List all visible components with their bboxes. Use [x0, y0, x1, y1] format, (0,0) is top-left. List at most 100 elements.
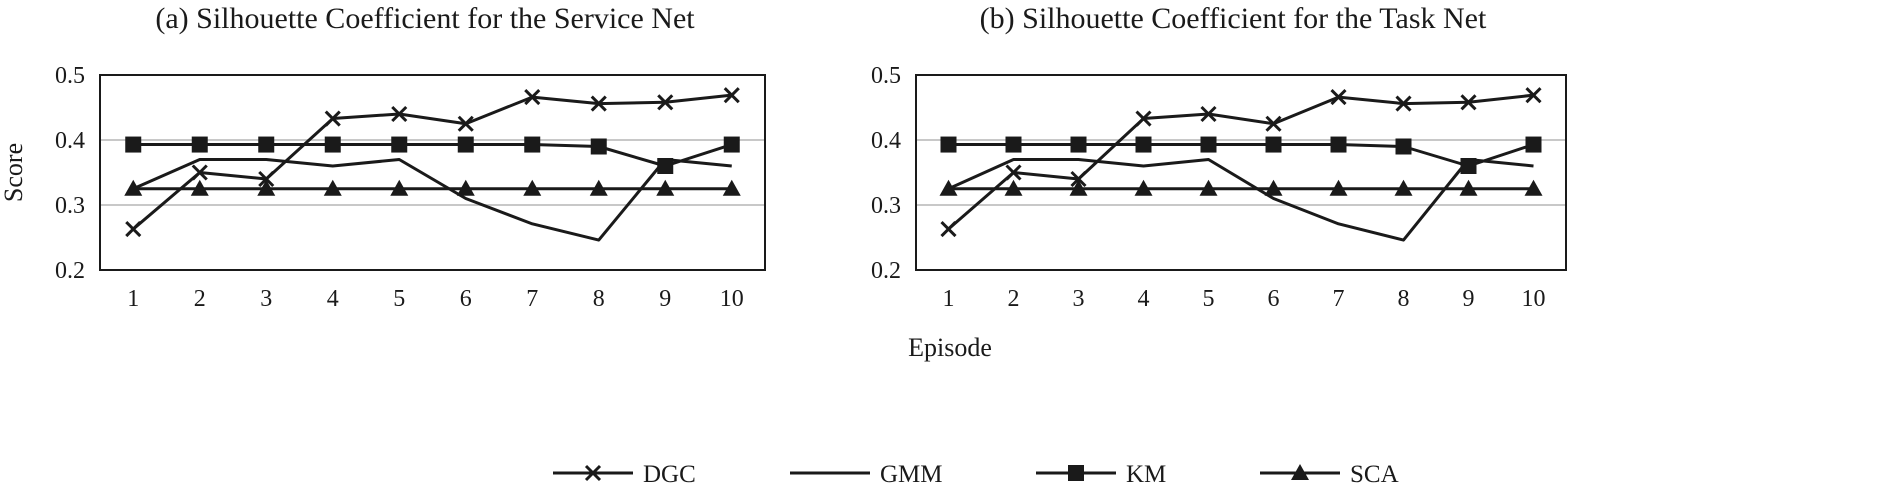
- data-point: [125, 136, 142, 153]
- x-tick-label: 6: [460, 286, 472, 312]
- plot-frame: [915, 74, 1567, 271]
- chart-panel-1: (a) Silhouette Coefficient for the Servi…: [0, 2, 992, 362]
- x-tick-label: 4: [327, 286, 339, 312]
- x-tick-label: 10: [720, 286, 744, 312]
- y-tick-label: 0.3: [871, 193, 901, 219]
- legend-item-km: KM: [1036, 461, 1166, 488]
- data-point: [323, 179, 342, 196]
- x-tick-label: 3: [1073, 286, 1085, 312]
- data-point: [590, 138, 607, 155]
- data-point: [1524, 179, 1543, 196]
- legend-marker: [584, 464, 602, 482]
- data-point: [1264, 179, 1283, 196]
- x-tick-label: 2: [1008, 286, 1020, 312]
- data-point: [657, 94, 674, 111]
- data-point: [1394, 179, 1413, 196]
- series-sca: [124, 179, 741, 196]
- x-tick-label: 2: [194, 286, 206, 312]
- y-tick-label: 0.4: [55, 128, 85, 154]
- x-tick-label: 3: [260, 286, 272, 312]
- x-tick-label: 9: [659, 286, 671, 312]
- series-km: [940, 136, 1542, 174]
- x-tick-label: 8: [1398, 286, 1410, 312]
- x-tick-label: 4: [1138, 286, 1150, 312]
- data-point: [940, 220, 957, 238]
- series-dgc: [940, 87, 1542, 238]
- x-axis-label: Episode: [908, 333, 992, 362]
- series-dgc: [125, 87, 740, 238]
- y-tick-label: 0.5: [55, 63, 85, 89]
- data-point: [723, 87, 740, 104]
- data-point: [190, 179, 209, 196]
- data-point: [523, 179, 542, 196]
- data-point: [524, 89, 541, 106]
- data-point: [1069, 179, 1088, 196]
- legend-label: GMM: [880, 461, 943, 488]
- data-point: [940, 136, 957, 153]
- x-tick-label: 5: [393, 286, 405, 312]
- data-point: [1329, 179, 1348, 196]
- legend-item-dgc: DGC: [553, 461, 696, 488]
- y-tick-label: 0.2: [871, 258, 901, 284]
- x-tick-label: 7: [1333, 286, 1345, 312]
- series-line: [132, 93, 732, 231]
- data-point: [657, 158, 674, 174]
- x-tick-label: 1: [127, 286, 139, 312]
- data-point: [457, 136, 474, 153]
- data-point: [456, 179, 475, 196]
- data-point: [1265, 136, 1282, 153]
- data-point: [125, 220, 142, 238]
- data-point: [722, 179, 741, 196]
- legend-label: SCA: [1350, 461, 1399, 488]
- series-line: [948, 143, 1534, 168]
- legend-item-sca: SCA: [1260, 461, 1399, 488]
- data-point: [590, 95, 607, 112]
- y-tick-label: 0.2: [55, 258, 85, 284]
- y-tick-label: 0.3: [55, 193, 85, 219]
- data-point: [1070, 170, 1087, 188]
- chart-title: (a) Silhouette Coefficient for the Servi…: [155, 2, 695, 35]
- data-point: [258, 136, 275, 153]
- series-line: [947, 93, 1534, 231]
- data-point: [1199, 179, 1218, 196]
- data-point: [1135, 136, 1152, 153]
- legend-label: KM: [1126, 461, 1166, 488]
- data-point: [257, 179, 276, 196]
- series-line: [132, 158, 732, 242]
- x-tick-label: 10: [1522, 286, 1546, 312]
- data-point: [324, 136, 341, 153]
- legend-label: DGC: [643, 461, 696, 488]
- data-point: [1459, 179, 1478, 196]
- data-point: [1460, 158, 1477, 174]
- data-point: [391, 105, 408, 123]
- data-point: [524, 136, 541, 153]
- series-line: [947, 158, 1534, 242]
- data-point: [1525, 136, 1542, 153]
- legend: DGC GMM KM SCA: [553, 461, 1399, 488]
- series-gmm: [132, 158, 732, 242]
- data-point: [1460, 94, 1477, 111]
- data-point: [723, 136, 740, 153]
- data-point: [656, 179, 675, 196]
- data-point: [124, 179, 143, 196]
- data-point: [390, 179, 409, 196]
- data-point: [1330, 89, 1347, 106]
- data-point: [1525, 87, 1542, 104]
- data-point: [1330, 136, 1347, 153]
- series-gmm: [947, 158, 1534, 242]
- data-point: [191, 136, 208, 153]
- data-point: [1134, 179, 1153, 196]
- x-tick-label: 8: [593, 286, 605, 312]
- y-axis-label: Score: [0, 143, 28, 202]
- x-tick-label: 9: [1463, 286, 1475, 312]
- plot-frame: [99, 74, 766, 271]
- series-line: [133, 143, 733, 168]
- legend-marker: [1068, 465, 1084, 481]
- data-point: [589, 179, 608, 196]
- data-point: [1200, 105, 1217, 123]
- data-point: [324, 110, 341, 127]
- x-tick-label: 1: [943, 286, 955, 312]
- chart-panel-2: (b) Silhouette Coefficient for the Task …: [871, 2, 1567, 312]
- data-point: [1005, 164, 1022, 181]
